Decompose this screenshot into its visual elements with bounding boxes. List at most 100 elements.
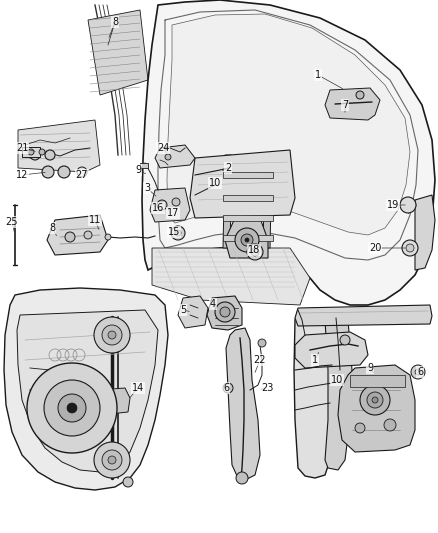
- Text: 22: 22: [254, 355, 266, 365]
- Polygon shape: [223, 155, 232, 248]
- Circle shape: [67, 403, 77, 413]
- Circle shape: [102, 325, 122, 345]
- Text: 2: 2: [225, 163, 231, 173]
- Polygon shape: [295, 305, 432, 326]
- Polygon shape: [226, 328, 260, 480]
- Circle shape: [171, 226, 185, 240]
- Text: 15: 15: [168, 227, 180, 237]
- Polygon shape: [150, 188, 190, 222]
- Circle shape: [108, 331, 116, 339]
- Circle shape: [39, 149, 45, 155]
- Circle shape: [27, 363, 117, 453]
- Circle shape: [58, 394, 86, 422]
- Circle shape: [220, 307, 230, 317]
- Text: 25: 25: [6, 217, 18, 227]
- Text: 11: 11: [89, 215, 101, 225]
- Bar: [140, 163, 148, 168]
- Text: 23: 23: [261, 383, 273, 393]
- Text: 24: 24: [157, 143, 169, 153]
- Polygon shape: [294, 308, 332, 478]
- Polygon shape: [320, 308, 352, 470]
- Text: 8: 8: [112, 17, 118, 27]
- Text: 18: 18: [248, 245, 260, 255]
- Circle shape: [165, 154, 171, 160]
- Circle shape: [102, 450, 122, 470]
- Text: 1: 1: [312, 355, 318, 365]
- Circle shape: [384, 419, 396, 431]
- Circle shape: [42, 166, 54, 178]
- Bar: [22, 147, 40, 157]
- Polygon shape: [142, 0, 435, 305]
- Polygon shape: [4, 288, 168, 490]
- Polygon shape: [18, 120, 100, 172]
- Polygon shape: [415, 195, 435, 270]
- Polygon shape: [167, 14, 410, 235]
- Polygon shape: [17, 310, 158, 472]
- Circle shape: [94, 317, 130, 353]
- Circle shape: [355, 423, 365, 433]
- Circle shape: [241, 234, 253, 246]
- Polygon shape: [325, 88, 380, 120]
- Text: 8: 8: [49, 223, 55, 233]
- Circle shape: [247, 244, 263, 260]
- Bar: [223, 172, 273, 178]
- Bar: [350, 375, 405, 387]
- Polygon shape: [207, 296, 242, 330]
- Text: 10: 10: [209, 178, 221, 188]
- Text: 14: 14: [132, 383, 144, 393]
- Text: 19: 19: [387, 200, 399, 210]
- Circle shape: [77, 167, 87, 177]
- Polygon shape: [338, 365, 415, 452]
- Circle shape: [411, 365, 425, 379]
- Circle shape: [65, 232, 75, 242]
- Bar: [223, 195, 273, 201]
- Circle shape: [251, 248, 259, 256]
- Circle shape: [28, 149, 34, 155]
- Circle shape: [105, 234, 111, 240]
- Text: 20: 20: [369, 243, 381, 253]
- Circle shape: [415, 369, 421, 375]
- Circle shape: [367, 392, 383, 408]
- Text: 6: 6: [223, 383, 229, 393]
- Circle shape: [172, 198, 180, 206]
- Circle shape: [45, 150, 55, 160]
- Polygon shape: [225, 218, 268, 258]
- Circle shape: [58, 166, 70, 178]
- Polygon shape: [295, 332, 368, 368]
- Polygon shape: [178, 296, 208, 328]
- Text: 1: 1: [315, 70, 321, 80]
- Circle shape: [30, 150, 40, 160]
- Circle shape: [108, 456, 116, 464]
- Circle shape: [356, 91, 364, 99]
- Text: 9: 9: [367, 363, 373, 373]
- Circle shape: [44, 380, 100, 436]
- Circle shape: [245, 238, 249, 242]
- Text: 9: 9: [135, 165, 141, 175]
- Bar: [223, 235, 273, 241]
- Text: 4: 4: [210, 299, 216, 309]
- Text: 12: 12: [16, 170, 28, 180]
- Text: 21: 21: [16, 143, 28, 153]
- Polygon shape: [95, 388, 130, 415]
- Text: 10: 10: [331, 375, 343, 385]
- Circle shape: [123, 477, 133, 487]
- Text: 16: 16: [152, 203, 164, 213]
- Circle shape: [157, 200, 167, 210]
- Circle shape: [406, 244, 414, 252]
- Circle shape: [84, 231, 92, 239]
- Circle shape: [402, 240, 418, 256]
- Circle shape: [360, 385, 390, 415]
- Bar: [223, 215, 273, 221]
- Polygon shape: [47, 215, 108, 255]
- Circle shape: [223, 383, 233, 393]
- Circle shape: [236, 472, 248, 484]
- Circle shape: [215, 302, 235, 322]
- Polygon shape: [152, 248, 310, 305]
- Text: 7: 7: [342, 100, 348, 110]
- Polygon shape: [88, 10, 148, 95]
- Circle shape: [94, 442, 130, 478]
- Circle shape: [400, 197, 416, 213]
- Polygon shape: [155, 145, 195, 168]
- Circle shape: [175, 230, 181, 236]
- Circle shape: [258, 339, 266, 347]
